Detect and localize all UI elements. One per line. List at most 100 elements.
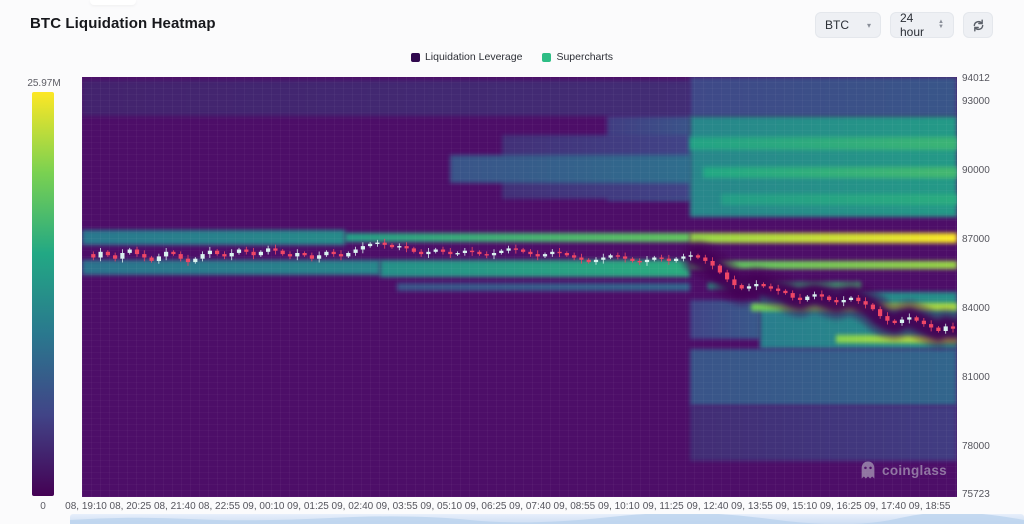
candle-body <box>251 251 256 256</box>
interval-select[interactable]: 24 hour ▲ ▼ <box>890 11 954 39</box>
x-axis-tick: 09, 07:40 <box>509 501 551 512</box>
liquidation-band <box>690 260 957 269</box>
legend-item-liquidation-leverage[interactable]: Liquidation Leverage <box>410 51 523 63</box>
candle-body <box>623 256 628 259</box>
y-axis-tick: 87000 <box>962 234 990 246</box>
candle-body <box>535 254 540 257</box>
x-axis-tick: 08, 22:55 <box>198 501 241 512</box>
candle-body <box>149 257 154 261</box>
candle-body <box>317 255 322 259</box>
candle-body <box>127 249 132 253</box>
candle-body <box>193 258 198 263</box>
x-axis-tick: 08, 20:25 <box>109 501 152 512</box>
liquidation-band <box>449 155 691 183</box>
coinglass-watermark-text: coinglass <box>882 462 947 478</box>
candle-body <box>287 254 293 257</box>
candle-body <box>419 251 424 255</box>
liquidation-band <box>82 79 691 117</box>
liquidation-band <box>82 230 345 245</box>
candle-body <box>462 250 467 253</box>
candle-body <box>593 259 599 263</box>
candle-body <box>892 320 897 323</box>
liquidation-band <box>703 166 957 179</box>
candle-body <box>273 248 278 251</box>
symbol-select[interactable]: BTC ▾ <box>815 12 881 38</box>
page-title: BTC Liquidation Heatmap <box>30 15 216 32</box>
candle-body <box>433 249 438 252</box>
candle-body <box>936 327 941 331</box>
x-axis-tick: 09, 06:25 <box>464 501 507 512</box>
candle-body <box>630 258 635 261</box>
candle-body <box>309 255 314 259</box>
candle-body <box>280 250 285 255</box>
candle-body <box>637 261 642 263</box>
refresh-button[interactable] <box>963 12 993 38</box>
liquidation-band <box>379 259 691 277</box>
candle-body <box>513 248 518 250</box>
x-axis-tick: 09, 16:25 <box>819 501 862 512</box>
chart-controls: BTC ▾ 24 hour ▲ ▼ <box>815 11 993 39</box>
candle-body <box>448 251 453 255</box>
candle-body <box>688 255 693 257</box>
candle-body <box>120 253 125 259</box>
candle-body <box>929 324 934 328</box>
coinglass-ghost-icon <box>861 461 875 479</box>
coinglass-watermark: coinglass <box>860 461 947 479</box>
legend-item-supercharts[interactable]: Supercharts <box>542 51 613 63</box>
candle-body <box>477 251 482 255</box>
interval-select-value: 24 hour <box>900 11 925 39</box>
x-axis-tick: 09, 02:40 <box>331 501 374 512</box>
candle-body <box>644 259 650 263</box>
candle-body <box>295 253 300 257</box>
legend-label: Liquidation Leverage <box>424 51 523 63</box>
liquidation-band <box>690 349 957 406</box>
candle-body <box>470 250 475 253</box>
candle-body <box>105 251 110 256</box>
chart-legend: Liquidation Leverage Supercharts <box>0 51 1024 63</box>
candle-body <box>397 246 402 248</box>
chart-navigator[interactable] <box>70 514 1024 524</box>
candle-body <box>863 301 868 305</box>
candle-body <box>943 326 948 331</box>
candle-body <box>819 294 824 297</box>
y-axis-tick: 81000 <box>962 371 990 383</box>
candle-body <box>666 258 671 261</box>
colorbar-max-label: 25.97M <box>27 78 61 89</box>
candle-body <box>98 251 103 258</box>
candle-body <box>258 251 263 256</box>
legend-swatch <box>410 52 420 62</box>
candle-body <box>499 250 504 253</box>
legend-swatch <box>542 52 552 62</box>
candle-body <box>353 249 358 253</box>
price-axis: 94012 93000 90000 87000 84000 81000 78000 75723 <box>962 73 1022 500</box>
candle-body <box>761 284 766 287</box>
liquidation-heatmap-canvas[interactable]: coinglass <box>82 77 957 497</box>
price-candles-layer <box>91 238 957 348</box>
candle-body <box>841 300 846 303</box>
candle-body <box>236 249 242 253</box>
y-axis-tick: 75723 <box>962 489 990 500</box>
candle-body <box>521 249 526 252</box>
x-axis-tick: 09, 10:10 <box>597 501 640 512</box>
candle-body <box>550 251 555 255</box>
candle-body <box>404 246 409 249</box>
candle-body <box>440 249 446 252</box>
candle-body <box>608 255 613 258</box>
candle-body <box>870 304 875 310</box>
liquidation-band <box>690 233 957 243</box>
candle-body <box>950 326 956 329</box>
candle-body <box>754 284 759 287</box>
candle-body <box>732 279 737 286</box>
liquidation-band <box>344 233 691 243</box>
candle-body <box>506 248 511 251</box>
candle-body <box>171 251 176 255</box>
liquidation-band <box>397 282 691 291</box>
x-axis-tick: 09, 15:10 <box>775 501 818 512</box>
x-axis-tick: 09, 11:25 <box>642 501 684 512</box>
candle-body <box>207 250 212 255</box>
y-axis-tick: 78000 <box>962 440 990 452</box>
legend-label: Supercharts <box>556 51 614 63</box>
candle-body <box>491 253 497 256</box>
candle-body <box>484 254 489 256</box>
candle-body <box>805 296 810 300</box>
